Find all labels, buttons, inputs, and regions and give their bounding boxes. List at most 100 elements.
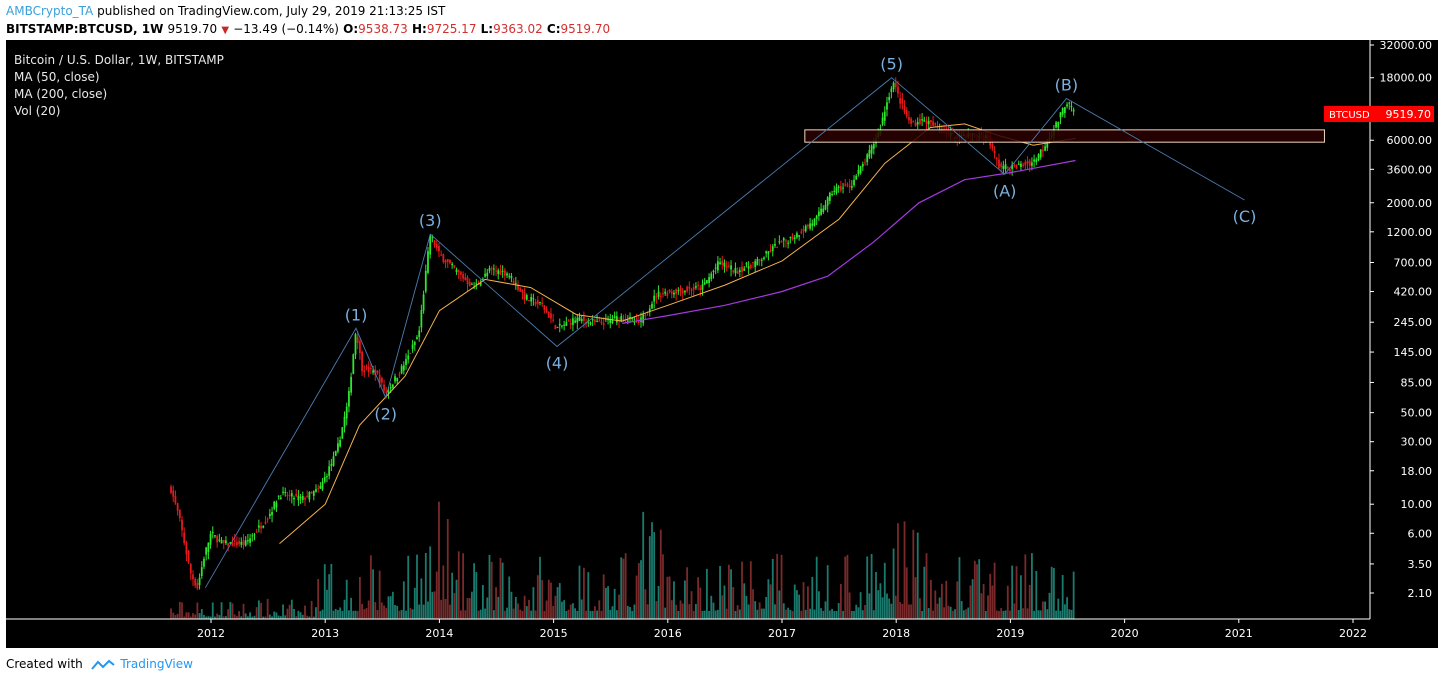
volume-bar — [905, 567, 908, 619]
volume-bar — [398, 610, 401, 619]
volume-bar — [396, 605, 399, 619]
volume-bar — [637, 563, 640, 619]
volume-bar — [464, 610, 467, 619]
candle-body — [1072, 109, 1075, 112]
volume-bar — [501, 562, 504, 619]
candle-body — [600, 321, 603, 324]
candle-body — [1061, 107, 1064, 115]
resistance-zone[interactable] — [804, 129, 1325, 143]
candle-body — [620, 316, 623, 321]
volume-bar — [255, 607, 258, 619]
volume-bar — [214, 616, 216, 619]
candle-body — [839, 186, 842, 191]
volume-bar — [640, 560, 642, 619]
volume-bar — [257, 600, 260, 619]
legend-ma50[interactable]: MA (50, close) — [14, 70, 100, 84]
candle-body — [853, 179, 855, 186]
candle-body — [1015, 164, 1018, 169]
price-axis[interactable]: 32000.0018000.0010000.006000.003600.0020… — [1369, 40, 1433, 619]
candle-body — [442, 254, 445, 262]
legend-vol[interactable]: Vol (20) — [14, 104, 61, 118]
volume-bar — [446, 518, 449, 619]
candle-body — [569, 323, 572, 325]
volume-bar — [297, 610, 300, 619]
volume-bar — [798, 594, 801, 619]
volume-bar — [897, 523, 899, 619]
candle-body — [695, 286, 697, 288]
volume-bar — [1000, 608, 1003, 619]
volume-bar — [290, 599, 293, 619]
chart-frame[interactable]: (1) (2) (3) (4) (5) (A) (B) (C) 32000.00 18000.0… — [6, 40, 1438, 648]
volume-bar — [936, 603, 939, 619]
high-value: 9725.17 — [426, 22, 477, 36]
volume-bar — [835, 610, 838, 619]
candle-body — [780, 241, 783, 243]
candle-body — [356, 336, 359, 344]
volume-bar — [356, 610, 359, 619]
candle-body — [598, 320, 601, 322]
volume-bar — [585, 610, 588, 619]
candle-body — [534, 301, 537, 305]
candle-body — [745, 263, 748, 265]
volume-bar — [745, 595, 748, 619]
volume-bar — [817, 591, 820, 619]
price-tick-label: 245.00 — [1394, 316, 1433, 329]
candle-body — [431, 236, 434, 238]
candle-body — [488, 268, 491, 271]
candle-body — [499, 270, 502, 275]
wave-label: (A) — [993, 181, 1016, 200]
volume-bar — [187, 612, 190, 619]
candle-body — [479, 283, 482, 286]
elliott-wave-lines[interactable]: (1) (2) (3) (4) (5) (A) (B) (C) — [204, 55, 1256, 589]
candle-body — [607, 319, 609, 321]
volume-bar — [938, 597, 941, 619]
price-tick-label: 10.00 — [1401, 498, 1433, 511]
chart-svg[interactable]: (1) (2) (3) (4) (5) (A) (B) (C) 32000.00 18000.0… — [6, 40, 1438, 648]
volume-bar — [1035, 571, 1038, 619]
candle-body — [264, 521, 267, 524]
time-axis[interactable]: 2012 2013 2014 2015 2016 2017 2018 2019 2020 2021… — [6, 618, 1370, 640]
volume-bar — [473, 563, 475, 619]
candle-body — [236, 542, 238, 546]
volume-bar — [626, 605, 629, 619]
volume-bar — [521, 610, 524, 619]
volume-bar — [530, 610, 533, 619]
candle-body — [438, 245, 440, 252]
volume-bar — [308, 616, 311, 619]
legend-ma200[interactable]: MA (200, close) — [14, 87, 108, 101]
candle-body — [609, 319, 612, 324]
volume-bar — [620, 557, 623, 619]
candle-body — [824, 204, 827, 210]
candle-body — [675, 289, 678, 294]
volume-bar — [736, 605, 739, 619]
volume-bar — [475, 572, 478, 619]
volume-bar — [1072, 571, 1075, 619]
candle-body — [253, 534, 256, 536]
legend-title[interactable]: Bitcoin / U.S. Dollar, 1W, BITSTAMP — [14, 53, 224, 67]
author-link[interactable]: AMBCrypto_TA — [6, 4, 94, 18]
candle-body — [510, 275, 513, 279]
candle-body — [835, 187, 838, 193]
volume-bar — [666, 576, 669, 619]
volume-bar — [815, 556, 818, 619]
tradingview-link[interactable]: TradingView — [120, 657, 193, 671]
volume-bar — [1031, 553, 1033, 619]
candle-body — [339, 440, 342, 447]
volume-bar — [932, 610, 934, 619]
candle-body — [503, 270, 506, 276]
volume-bar — [477, 610, 480, 619]
candle-body — [800, 231, 803, 233]
wave-label: (3) — [419, 211, 442, 230]
open-value: 9538.73 — [358, 22, 408, 36]
volume-bar — [716, 609, 719, 619]
candle-body — [547, 311, 550, 318]
candle-body — [664, 291, 667, 294]
candle-body — [354, 334, 357, 355]
candle-body — [923, 119, 926, 122]
volume-bar — [1020, 575, 1022, 619]
volume-bar — [275, 612, 278, 619]
candle-body — [541, 302, 544, 305]
volume-bar — [607, 586, 609, 619]
candle-body — [530, 296, 533, 302]
volume-bar — [583, 567, 585, 619]
